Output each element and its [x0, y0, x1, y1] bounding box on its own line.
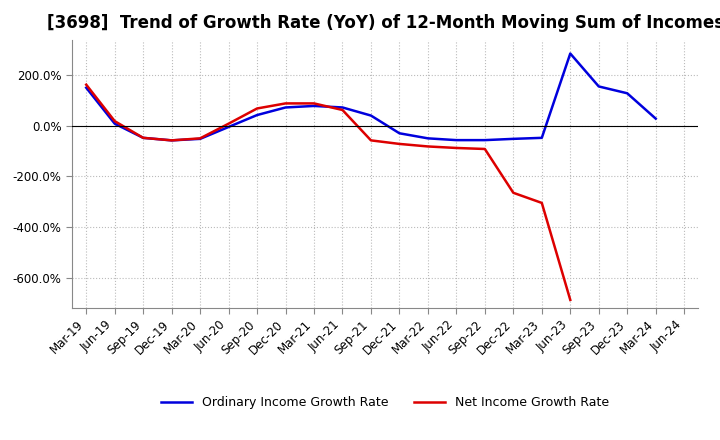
Net Income Growth Rate — [509, 190, 518, 195]
Ordinary Income Growth Rate — [167, 138, 176, 143]
Ordinary Income Growth Rate — [310, 103, 318, 109]
Net Income Growth Rate — [282, 101, 290, 106]
Legend: Ordinary Income Growth Rate, Net Income Growth Rate: Ordinary Income Growth Rate, Net Income … — [156, 392, 614, 414]
Line: Net Income Growth Rate: Net Income Growth Rate — [86, 84, 570, 300]
Net Income Growth Rate — [423, 144, 432, 149]
Net Income Growth Rate — [139, 135, 148, 140]
Ordinary Income Growth Rate — [196, 136, 204, 142]
Ordinary Income Growth Rate — [82, 85, 91, 90]
Net Income Growth Rate — [566, 297, 575, 303]
Net Income Growth Rate — [537, 200, 546, 205]
Ordinary Income Growth Rate — [537, 135, 546, 140]
Net Income Growth Rate — [82, 82, 91, 87]
Ordinary Income Growth Rate — [652, 116, 660, 121]
Net Income Growth Rate — [225, 121, 233, 126]
Net Income Growth Rate — [338, 107, 347, 113]
Line: Ordinary Income Growth Rate: Ordinary Income Growth Rate — [86, 54, 656, 140]
Net Income Growth Rate — [196, 136, 204, 141]
Ordinary Income Growth Rate — [110, 121, 119, 126]
Ordinary Income Growth Rate — [139, 135, 148, 140]
Ordinary Income Growth Rate — [595, 84, 603, 89]
Net Income Growth Rate — [253, 106, 261, 111]
Net Income Growth Rate — [395, 141, 404, 147]
Ordinary Income Growth Rate — [225, 125, 233, 130]
Ordinary Income Growth Rate — [395, 131, 404, 136]
Ordinary Income Growth Rate — [366, 113, 375, 118]
Net Income Growth Rate — [167, 138, 176, 143]
Net Income Growth Rate — [310, 101, 318, 106]
Ordinary Income Growth Rate — [423, 136, 432, 141]
Ordinary Income Growth Rate — [338, 105, 347, 110]
Ordinary Income Growth Rate — [509, 136, 518, 142]
Net Income Growth Rate — [452, 145, 461, 150]
Net Income Growth Rate — [366, 138, 375, 143]
Ordinary Income Growth Rate — [623, 91, 631, 96]
Title: [3698]  Trend of Growth Rate (YoY) of 12-Month Moving Sum of Incomes: [3698] Trend of Growth Rate (YoY) of 12-… — [47, 15, 720, 33]
Ordinary Income Growth Rate — [253, 112, 261, 117]
Ordinary Income Growth Rate — [452, 137, 461, 143]
Ordinary Income Growth Rate — [480, 137, 489, 143]
Net Income Growth Rate — [110, 118, 119, 124]
Ordinary Income Growth Rate — [566, 51, 575, 56]
Net Income Growth Rate — [480, 147, 489, 152]
Ordinary Income Growth Rate — [282, 105, 290, 110]
